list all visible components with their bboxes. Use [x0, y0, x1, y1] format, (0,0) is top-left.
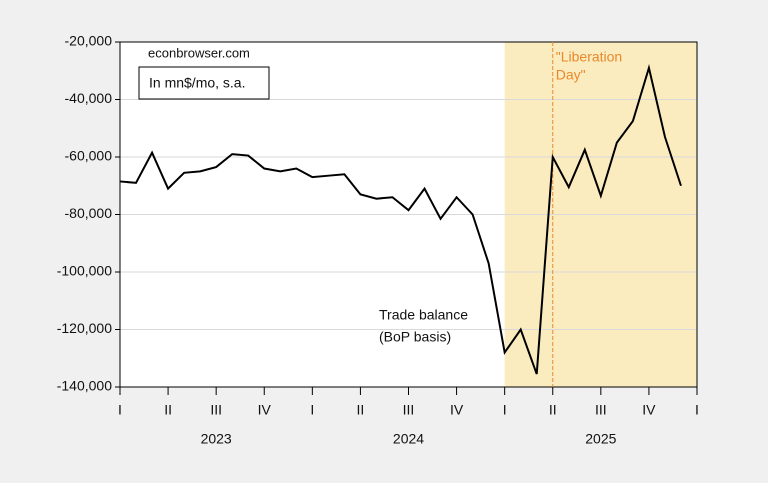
x-tick-label: IV: [450, 402, 464, 418]
source-label: econbrowser.com: [148, 45, 250, 60]
x-tick-label: I: [118, 402, 122, 418]
y-tick-label: -60,000: [65, 148, 113, 164]
event-label: Day": [556, 67, 586, 83]
y-tick-label: -40,000: [65, 90, 113, 106]
year-label: 2025: [585, 431, 616, 447]
x-tick-label: I: [695, 402, 699, 418]
series-label: (BoP basis): [379, 329, 451, 345]
x-tick-label: II: [549, 402, 557, 418]
y-tick-label: -20,000: [65, 33, 113, 49]
year-label: 2023: [201, 431, 232, 447]
x-tick-label: III: [403, 402, 415, 418]
x-tick-label: III: [210, 402, 222, 418]
event-label: "Liberation: [556, 49, 622, 65]
x-tick-label: I: [503, 402, 507, 418]
x-tick-label: III: [595, 402, 607, 418]
units-note: In mn$/mo, s.a.: [149, 75, 245, 91]
x-tick-label: IV: [642, 402, 656, 418]
y-tick-label: -140,000: [57, 378, 112, 394]
note-box: [138, 66, 270, 100]
year-label: 2024: [393, 431, 424, 447]
x-tick-label: IV: [258, 402, 272, 418]
x-tick-label: I: [310, 402, 314, 418]
series-label: Trade balance: [379, 307, 468, 323]
data-line: [119, 63, 682, 375]
y-tick-label: -80,000: [65, 205, 113, 221]
y-tick-label: -120,000: [57, 320, 112, 336]
y-tick-label: -100,000: [57, 263, 112, 279]
x-tick-label: II: [357, 402, 365, 418]
x-tick-label: II: [164, 402, 172, 418]
